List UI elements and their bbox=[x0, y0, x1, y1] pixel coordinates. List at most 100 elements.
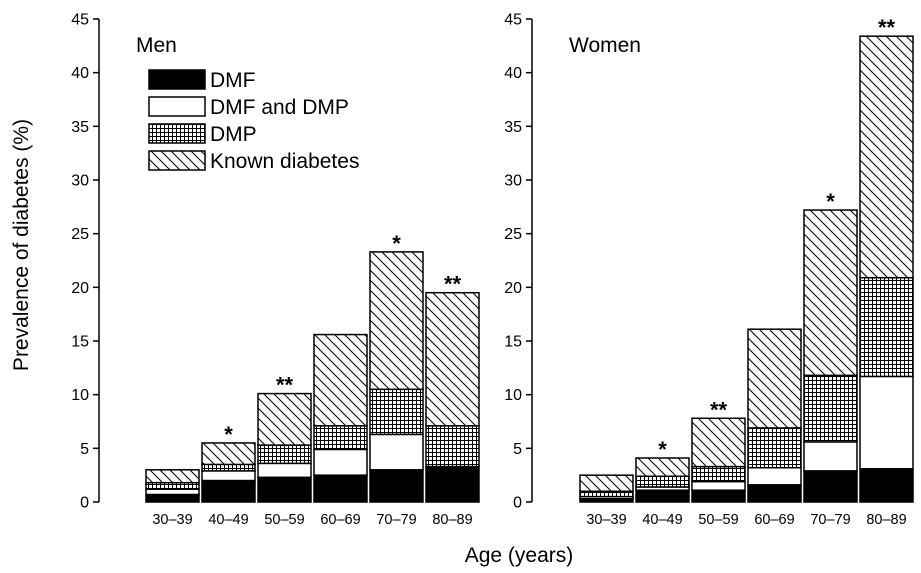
significance-marker: ** bbox=[878, 15, 896, 40]
bar-segment-dmp bbox=[257, 444, 312, 465]
bar-segment-dmp bbox=[691, 465, 746, 483]
bar-segment-known-diabetes bbox=[369, 251, 424, 391]
bar-segment-dmf bbox=[145, 493, 200, 503]
y-tick-label: 5 bbox=[80, 441, 89, 458]
bar-segment-known-diabetes bbox=[313, 333, 368, 427]
y-tick-label: 45 bbox=[504, 12, 522, 29]
bar-segment-dmf bbox=[859, 467, 914, 503]
legend-swatch-dmf-and-dmp bbox=[148, 96, 206, 117]
y-tick-label: 35 bbox=[71, 119, 89, 136]
bar-segment-dmp bbox=[313, 425, 368, 451]
x-tick-label: 80–89 bbox=[866, 512, 906, 528]
bar-segment-dmp bbox=[369, 388, 424, 436]
y-tick-label: 5 bbox=[513, 441, 522, 458]
bar-segment-dmp bbox=[803, 374, 858, 443]
x-tick-label: 30–39 bbox=[152, 512, 192, 528]
bar-segment-known-diabetes bbox=[201, 442, 256, 466]
x-tick-label: 60–69 bbox=[754, 512, 794, 528]
x-tick-label: 50–59 bbox=[264, 512, 304, 528]
bar-segment-dmf-and-dmp bbox=[369, 433, 424, 471]
bar-segment-known-diabetes bbox=[425, 291, 480, 427]
legend-label: Known diabetes bbox=[210, 150, 359, 173]
y-tick-label: 40 bbox=[504, 65, 522, 82]
significance-marker: ** bbox=[276, 373, 294, 398]
bar-segment-dmf-and-dmp bbox=[747, 466, 802, 486]
legend-swatch-dmf bbox=[148, 69, 206, 90]
bar-segment-dmp bbox=[859, 276, 914, 378]
y-tick-label: 10 bbox=[71, 387, 89, 404]
significance-marker: ** bbox=[710, 397, 728, 422]
y-tick-label: 10 bbox=[504, 387, 522, 404]
panel-title-men: Men bbox=[136, 34, 177, 57]
bar-segment-dmf bbox=[257, 476, 312, 503]
bar-segment-dmf bbox=[635, 489, 690, 503]
bar-segment-known-diabetes bbox=[635, 457, 690, 477]
bar-segment-dmf-and-dmp bbox=[145, 488, 200, 496]
y-tick-label: 30 bbox=[71, 173, 89, 190]
y-tick-label: 30 bbox=[504, 173, 522, 190]
significance-marker: * bbox=[224, 422, 233, 447]
y-tick-label: 35 bbox=[504, 119, 522, 136]
y-tick-label: 45 bbox=[71, 12, 89, 29]
bar-segment-dmp bbox=[747, 427, 802, 469]
x-axis-label: Age (years) bbox=[465, 544, 574, 567]
bar-segment-dmf-and-dmp bbox=[257, 462, 312, 479]
bar-segment-dmp bbox=[201, 463, 256, 472]
y-tick-label: 0 bbox=[513, 495, 522, 512]
chart-panel-men: 0 5 10 15 20 25 30 35 40 45 Men 30–39 * 40–49 ** 50–59 6… bbox=[71, 12, 480, 528]
significance-marker: ** bbox=[444, 272, 462, 297]
bar-segment-known-diabetes bbox=[859, 35, 914, 279]
bar-segment-known-diabetes bbox=[691, 417, 746, 468]
significance-marker: * bbox=[826, 189, 835, 214]
legend-label: DMF bbox=[210, 69, 256, 92]
legend-label: DMF and DMP bbox=[210, 96, 349, 119]
x-tick-label: 30–39 bbox=[586, 512, 626, 528]
bar-segment-known-diabetes bbox=[747, 328, 802, 429]
bar-segment-dmf bbox=[803, 470, 858, 503]
bar-segment-dmf bbox=[201, 479, 256, 503]
bar-segment-dmp bbox=[145, 481, 200, 490]
bar-segment-known-diabetes bbox=[803, 209, 858, 377]
x-tick-label: 80–89 bbox=[432, 512, 472, 528]
bar-segment-dmf bbox=[747, 484, 802, 503]
x-tick-label: 50–59 bbox=[698, 512, 738, 528]
bar-segment-dmf-and-dmp bbox=[313, 448, 368, 476]
bar-segment-known-diabetes bbox=[257, 392, 312, 446]
bar-segment-dmf bbox=[425, 465, 480, 503]
y-tick-label: 20 bbox=[504, 280, 522, 297]
bar-segment-dmp bbox=[425, 425, 480, 468]
bar-segment-dmf bbox=[313, 474, 368, 503]
legend-label: DMP bbox=[210, 123, 257, 146]
y-tick-label: 20 bbox=[71, 280, 89, 297]
bar-segment-dmp bbox=[635, 475, 690, 488]
bar-segment-dmf-and-dmp bbox=[201, 470, 256, 482]
bar-segment-dmf bbox=[369, 469, 424, 503]
panel-title-women: Women bbox=[569, 34, 641, 57]
x-tick-label: 40–49 bbox=[642, 512, 682, 528]
bar-segment-dmf-and-dmp bbox=[803, 441, 858, 472]
bar-segment-dmf bbox=[691, 489, 746, 503]
bar-segment-dmf-and-dmp bbox=[691, 480, 746, 491]
y-tick-label: 15 bbox=[504, 334, 522, 351]
legend: DMF DMF and DMP DMP Known diabetes bbox=[148, 69, 359, 173]
y-tick-label: 25 bbox=[504, 226, 522, 243]
bar-segment-dmp bbox=[579, 490, 634, 498]
x-tick-label: 70–79 bbox=[810, 512, 850, 528]
y-tick-label: 0 bbox=[80, 495, 89, 512]
y-axis-label: Prevalence of diabetes (%) bbox=[10, 119, 33, 371]
significance-marker: * bbox=[392, 231, 401, 256]
legend-swatch-dmp bbox=[148, 123, 206, 144]
bar-segment-known-diabetes bbox=[145, 469, 200, 484]
y-tick-label: 40 bbox=[71, 65, 89, 82]
legend-swatch-known-diabetes bbox=[148, 150, 206, 171]
y-tick-label: 25 bbox=[71, 226, 89, 243]
x-tick-label: 60–69 bbox=[320, 512, 360, 528]
bar-segment-dmf-and-dmp bbox=[859, 375, 914, 470]
bar-segment-known-diabetes bbox=[579, 474, 634, 493]
significance-marker: * bbox=[658, 437, 667, 462]
chart-panel-women: 0 5 10 15 20 25 30 35 40 45 Women 30–39 * 40–49 ** 50–5… bbox=[504, 12, 914, 528]
y-tick-label: 15 bbox=[71, 334, 89, 351]
x-tick-label: 40–49 bbox=[208, 512, 248, 528]
x-tick-label: 70–79 bbox=[376, 512, 416, 528]
